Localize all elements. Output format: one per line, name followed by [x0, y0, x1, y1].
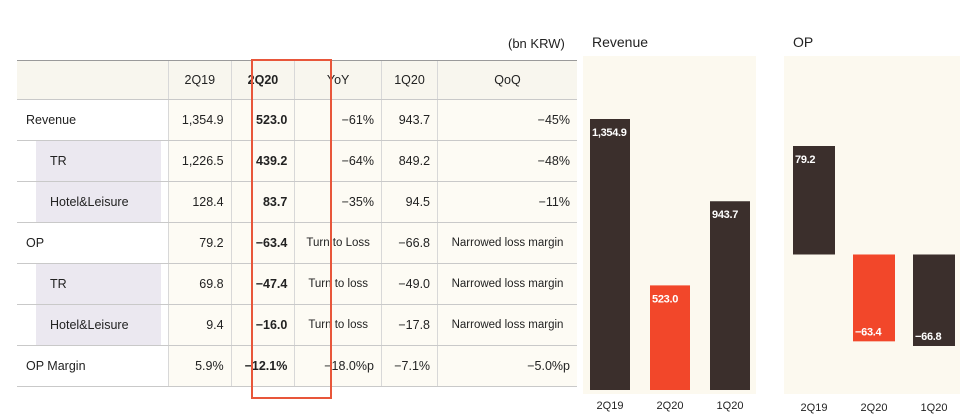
tick-label: 1Q20 — [921, 402, 948, 414]
cell: −17.8 — [380, 304, 438, 346]
revenue-chart: 1,354.9 2Q19 523.0 2Q20 943.7 1Q20 — [590, 119, 750, 412]
cell: Turn to loss — [294, 304, 382, 346]
cell: Narrowed loss margin — [437, 304, 577, 346]
table-row: OP Margin 5.9% −12.1% −18.0%p −7.1% −5.0… — [17, 345, 577, 387]
cell: 5.9% — [168, 345, 232, 387]
header-blank — [17, 60, 169, 100]
table-row: TR 1,226.5 439.2 −64% 849.2 −48% — [17, 140, 577, 182]
tick-label: 2Q19 — [597, 400, 624, 412]
row-label-text: Hotel&Leisure — [36, 182, 161, 222]
cell: Turn to loss — [294, 263, 382, 305]
cell: −18.0%p — [294, 345, 382, 387]
cell: −49.0 — [380, 263, 438, 305]
header-1q20: 1Q20 — [380, 60, 438, 100]
cell: 1,354.9 — [168, 99, 232, 141]
cell: 69.8 — [168, 263, 232, 305]
header-yoy: YoY — [294, 60, 382, 100]
header-2q20: 2Q20 — [230, 60, 295, 100]
table-row: Hotel&Leisure 128.4 83.7 −35% 94.5 −11% — [17, 181, 577, 223]
cell: −48% — [437, 140, 577, 182]
cell: −63.4 — [230, 222, 295, 264]
row-label-text: TR — [36, 264, 161, 304]
cell: −47.4 — [230, 263, 295, 305]
tick-label: 2Q20 — [657, 400, 684, 412]
op-chart-title: OP — [793, 34, 814, 50]
cell: Narrowed loss margin — [437, 263, 577, 305]
cell: −7.1% — [380, 345, 438, 387]
bar-2Q19 — [590, 119, 630, 390]
cell: 94.5 — [380, 181, 438, 223]
row-label: Revenue — [17, 99, 169, 141]
cell: 79.2 — [168, 222, 232, 264]
op-chart-panel: 79.2 2Q19 −63.4 2Q20 −66.8 1Q20 — [784, 56, 960, 414]
data-label: −63.4 — [855, 326, 883, 338]
table-row: TR 69.8 −47.4 Turn to loss −49.0 Narrowe… — [17, 263, 577, 305]
row-label: TR — [17, 263, 169, 305]
cell: −64% — [294, 140, 382, 182]
op-chart: 79.2 2Q19 −63.4 2Q20 −66.8 1Q20 — [793, 146, 955, 414]
revenue-chart-title: Revenue — [592, 34, 649, 50]
row-label: OP Margin — [17, 345, 169, 387]
cell: Turn to Loss — [294, 222, 382, 264]
row-label: TR — [17, 140, 169, 182]
cell: 439.2 — [230, 140, 295, 182]
row-label-text: TR — [36, 141, 161, 181]
cell: 943.7 — [380, 99, 438, 141]
data-label: 523.0 — [652, 293, 678, 305]
tick-label: 2Q20 — [861, 402, 888, 414]
cell: −35% — [294, 181, 382, 223]
table-row: Revenue 1,354.9 523.0 −61% 943.7 −45% — [17, 99, 577, 141]
cell: 83.7 — [230, 181, 295, 223]
revenue-chart-panel: 1,354.9 2Q19 523.0 2Q20 943.7 1Q20 — [583, 56, 756, 412]
table-row: Hotel&Leisure 9.4 −16.0 Turn to loss −17… — [17, 304, 577, 346]
cell: −45% — [437, 99, 577, 141]
unit-label: (bn KRW) — [508, 36, 565, 51]
cell: −12.1% — [230, 345, 295, 387]
cell: −11% — [437, 181, 577, 223]
data-label: 943.7 — [712, 209, 738, 221]
bar-2Q20 — [853, 254, 895, 342]
cell: −61% — [294, 99, 382, 141]
header-qoq: QoQ — [437, 60, 577, 100]
data-label: 1,354.9 — [592, 127, 627, 139]
cell: 523.0 — [230, 99, 295, 141]
cell: 9.4 — [168, 304, 232, 346]
cell: 1,226.5 — [168, 140, 232, 182]
row-label: OP — [17, 222, 169, 264]
cell: −66.8 — [380, 222, 438, 264]
header-2q19: 2Q19 — [168, 60, 232, 100]
cell: 128.4 — [168, 181, 232, 223]
tick-label: 2Q19 — [801, 402, 828, 414]
cell: −16.0 — [230, 304, 295, 346]
cell: −5.0%p — [437, 345, 577, 387]
data-label: −66.8 — [915, 331, 942, 343]
cell: 849.2 — [380, 140, 438, 182]
data-label: 79.2 — [795, 154, 815, 166]
row-label: Hotel&Leisure — [17, 304, 169, 346]
financial-table: 2Q19 2Q20 YoY 1Q20 QoQ Revenue 1,354.9 5… — [17, 60, 577, 387]
table-header-row: 2Q19 2Q20 YoY 1Q20 QoQ — [17, 60, 577, 100]
bar-2Q19 — [793, 146, 835, 255]
row-label: Hotel&Leisure — [17, 181, 169, 223]
tick-label: 1Q20 — [717, 400, 744, 412]
table-row: OP 79.2 −63.4 Turn to Loss −66.8 Narrowe… — [17, 222, 577, 264]
cell: Narrowed loss margin — [437, 222, 577, 264]
row-label-text: Hotel&Leisure — [36, 305, 161, 345]
bar-1Q20 — [913, 254, 955, 346]
bar-1Q20 — [710, 201, 750, 390]
bar-2Q20 — [650, 285, 690, 390]
